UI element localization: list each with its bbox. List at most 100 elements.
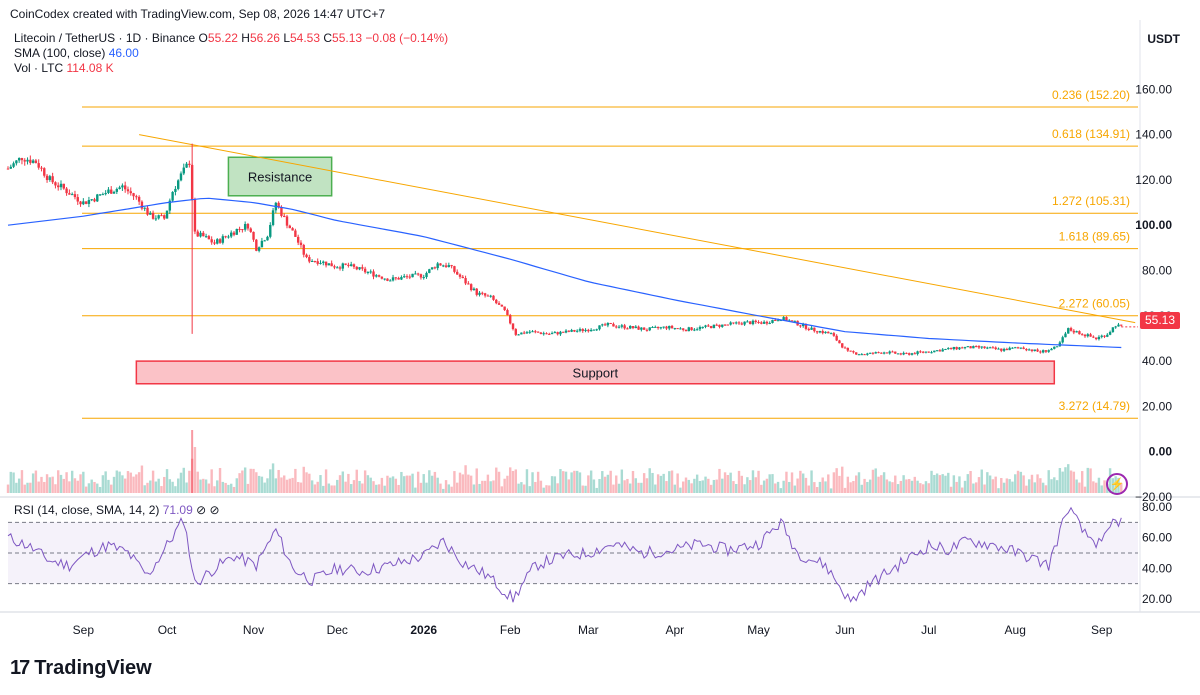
volume-bar [520, 482, 523, 493]
volume-bar [221, 481, 225, 493]
tradingview-logo-text: TradingView [34, 657, 152, 679]
volume-bar [478, 483, 481, 493]
volume-bar [617, 483, 621, 493]
volume-bar [495, 467, 498, 493]
volume-bar [894, 475, 897, 493]
volume-label: Vol · LTC [14, 61, 64, 75]
volume-bar [151, 470, 155, 493]
volume-bar [1005, 478, 1009, 493]
candle-body [472, 288, 476, 291]
volume-bar [361, 483, 364, 493]
volume-bar [176, 478, 180, 493]
candle-body [899, 353, 903, 355]
candle-body [1064, 333, 1067, 338]
volume-bar [430, 475, 434, 493]
candle-body [59, 183, 63, 188]
candle-body [1103, 335, 1106, 337]
volume-bar [938, 475, 942, 493]
volume-bar [986, 472, 989, 493]
candle-body [280, 207, 283, 216]
rsi-legend[interactable]: RSI (14, close, SMA, 14, 2) 71.09 ⊘ ⊘ [14, 503, 220, 517]
volume-bar [737, 470, 741, 493]
candle-body [921, 351, 925, 353]
volume-bar [821, 477, 824, 493]
tradingview-logo[interactable]: 17 TradingView [10, 657, 152, 680]
candle-body [601, 324, 604, 326]
volume-bar [670, 470, 674, 493]
candle-body [548, 333, 551, 335]
candle-body [662, 326, 665, 328]
candle-body [40, 167, 43, 169]
candle-body [283, 215, 286, 217]
volume-bar [1064, 467, 1067, 493]
candle-body [866, 353, 869, 355]
candle-body [888, 351, 891, 354]
candle-body [980, 346, 983, 348]
candle-body [695, 329, 699, 331]
volume-bar [1050, 479, 1053, 493]
volume-bar [564, 471, 568, 493]
candle-body [595, 329, 598, 331]
volume-bar [589, 470, 593, 493]
candle-body [439, 263, 442, 266]
volume-bar [324, 469, 328, 493]
volume-bar [461, 474, 464, 493]
candle-body [475, 288, 478, 295]
volume-bar [1022, 475, 1025, 493]
volume-bar [319, 475, 322, 493]
fib-level-label: 2.272 (60.05) [1059, 297, 1130, 311]
lightning-icon[interactable]: ⚡ [1106, 473, 1128, 495]
candle-body [536, 331, 540, 333]
volume-bar [584, 485, 587, 493]
volume-bar [765, 478, 769, 493]
candle-body [1041, 350, 1045, 353]
candle-body [933, 350, 936, 353]
symbol-legend[interactable]: Litecoin / TetherUS · 1D · Binance O55.2… [14, 31, 448, 45]
candle-body [1106, 334, 1109, 337]
ohlc-high-label: H [241, 31, 250, 45]
y-tick-label: 80.00 [1142, 264, 1172, 278]
tradingview-logo-icon: 17 [10, 657, 30, 679]
candle-body [799, 325, 802, 327]
volume-bar [302, 466, 305, 493]
volume-bar [949, 486, 953, 493]
volume-bar [216, 480, 219, 493]
candle-body [550, 333, 554, 335]
volume-bar [556, 483, 559, 493]
candle-body [469, 284, 473, 291]
candle-body [375, 275, 378, 277]
volume-bar [202, 478, 205, 493]
sma-legend[interactable]: SMA (100, close) 46.00 [14, 46, 139, 60]
candle-body [944, 349, 947, 351]
volume-bar [132, 476, 135, 493]
candle-body [338, 267, 342, 269]
candle-body [249, 228, 252, 232]
candle-body [1089, 334, 1092, 337]
candle-body [562, 331, 565, 333]
volume-bar [947, 472, 950, 493]
candle-body [779, 320, 783, 322]
candle-body [1061, 337, 1064, 343]
candle-body [383, 278, 386, 280]
candle-body [760, 322, 763, 324]
candle-body [642, 327, 646, 330]
rsi-visibility-icons[interactable]: ⊘ ⊘ [196, 503, 220, 517]
volume-bar [377, 484, 381, 493]
volume-bar [213, 486, 216, 493]
volume-bar [57, 470, 60, 493]
volume-bar [1089, 468, 1092, 493]
volume-legend[interactable]: Vol · LTC 114.08 K [14, 61, 114, 75]
candle-body [489, 295, 492, 297]
volume-bar [930, 470, 933, 493]
volume-bar [961, 487, 964, 493]
candle-body [1019, 347, 1023, 349]
volume-bar [528, 486, 531, 493]
volume-bar [944, 475, 947, 493]
candle-body [483, 293, 487, 296]
volume-bar [29, 482, 32, 493]
candle-body [1033, 349, 1036, 352]
volume-bar [514, 469, 518, 493]
volume-bar [782, 480, 785, 493]
volume-bar [776, 481, 780, 493]
